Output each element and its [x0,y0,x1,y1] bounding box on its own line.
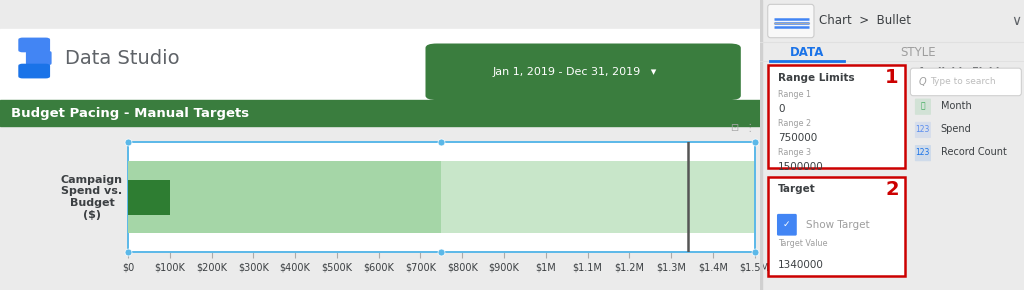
Text: Jan 1, 2019 - Dec 31, 2019   ▾: Jan 1, 2019 - Dec 31, 2019 ▾ [493,67,656,77]
Text: Campaign
Spend vs.
Budget
($): Campaign Spend vs. Budget ($) [60,175,123,220]
Text: Budget Pacing - Manual Targets: Budget Pacing - Manual Targets [11,107,250,119]
Text: Data Studio: Data Studio [65,48,179,68]
Text: ⊡  ⋮: ⊡ ⋮ [730,123,755,133]
Text: Month: Month [941,101,972,111]
Text: Range 3: Range 3 [778,148,811,157]
Text: 1500000: 1500000 [778,162,824,172]
FancyBboxPatch shape [914,122,931,138]
Text: Target: Target [778,184,816,194]
Text: Type to search: Type to search [930,77,995,86]
Bar [760,0,763,290]
Bar [0,29,760,112]
Text: DATA: DATA [791,46,824,59]
FancyBboxPatch shape [19,38,49,52]
FancyBboxPatch shape [426,44,740,100]
Text: Target Value: Target Value [778,239,827,248]
Text: Q: Q [919,77,926,87]
Text: ∨: ∨ [1011,14,1021,28]
Text: STYLE: STYLE [900,46,936,59]
Text: Range Limits: Range Limits [778,72,855,82]
Text: 750000: 750000 [778,133,817,143]
Text: 1: 1 [885,68,899,87]
Text: Show Target: Show Target [806,220,869,230]
Bar [128,161,441,233]
FancyBboxPatch shape [914,145,931,161]
Text: Range 1: Range 1 [778,90,811,99]
Text: 2: 2 [885,180,899,199]
Text: 123: 123 [915,124,930,134]
Text: Range 2: Range 2 [778,119,811,128]
Bar [768,177,905,276]
Bar [128,161,755,233]
Text: Record Count: Record Count [941,147,1007,157]
Text: Spend: Spend [941,124,972,134]
Bar [128,180,170,215]
Text: 📅: 📅 [921,101,925,110]
Bar [0,100,760,126]
Text: ✓: ✓ [783,220,791,229]
Bar [768,65,905,168]
Text: Available Fields: Available Fields [919,67,1006,77]
Text: 0: 0 [778,104,784,114]
FancyBboxPatch shape [914,99,931,115]
FancyBboxPatch shape [27,51,51,65]
Text: 123: 123 [915,148,930,157]
Text: Chart  >  Bullet: Chart > Bullet [819,14,911,27]
FancyBboxPatch shape [777,214,797,235]
FancyBboxPatch shape [768,4,814,38]
Bar [0,0,760,29]
Text: 1340000: 1340000 [778,260,824,269]
FancyBboxPatch shape [19,64,49,78]
FancyBboxPatch shape [910,68,1021,96]
